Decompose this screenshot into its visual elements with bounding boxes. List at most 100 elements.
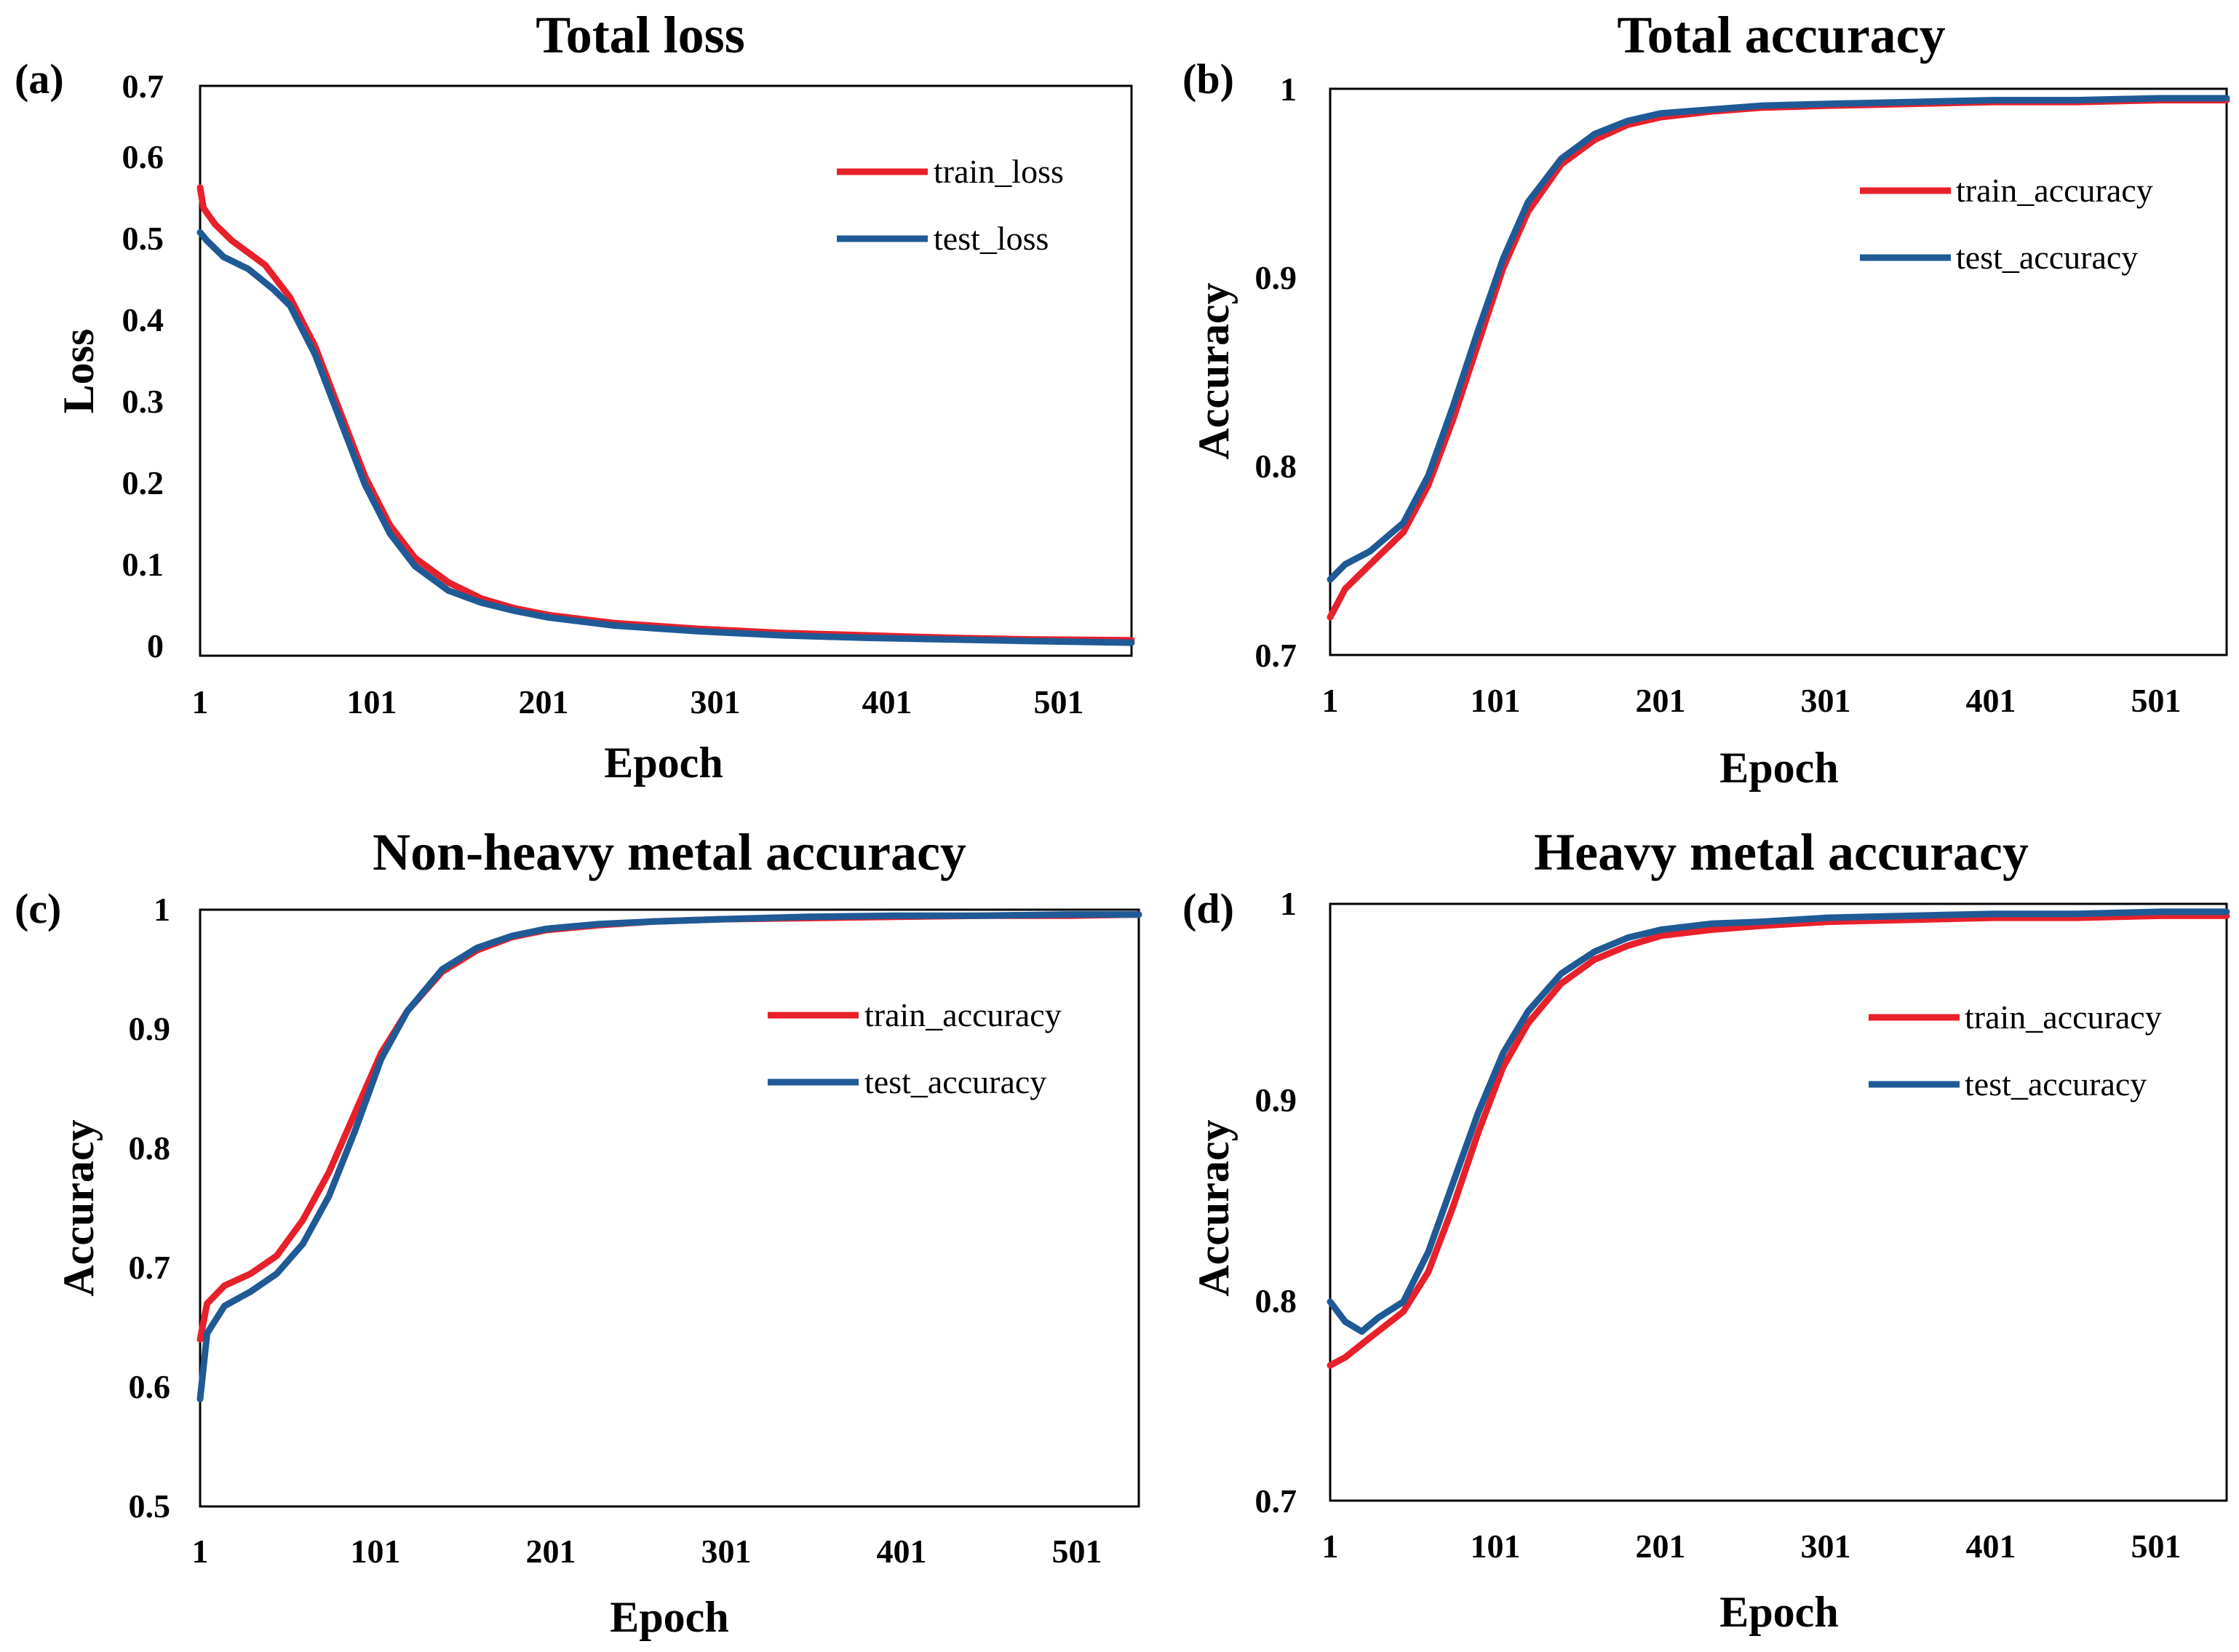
panel-d-x-tick-label: 401 bbox=[1966, 1528, 2016, 1565]
panel-c-title: Non-heavy metal accuracy bbox=[373, 823, 966, 881]
panel-c-y-ticks: 0.5 0.6 0.7 0.8 0.9 1 bbox=[129, 891, 171, 1525]
panel-d-legend: train_accuracy test_accuracy bbox=[1869, 998, 2162, 1103]
panel-d-y-tick-label: 0.9 bbox=[1255, 1081, 1297, 1119]
panel-a-x-tick-label: 101 bbox=[347, 683, 397, 720]
panel-b-title: Total accuracy bbox=[1617, 6, 1945, 64]
panel-c-series-group bbox=[196, 911, 1142, 1402]
panel-c-x-axis-title: Epoch bbox=[610, 1593, 728, 1641]
panel-a: Total loss (a) 0 0.1 0.2 0.3 0.4 0.5 0.6… bbox=[15, 6, 1135, 787]
panel-b: Total accuracy (b) 0.7 0.8 0.9 1 1 101 2… bbox=[1182, 6, 2230, 792]
panel-b-y-tick-label: 1 bbox=[1280, 71, 1297, 108]
panel-a-y-ticks: 0 0.1 0.2 0.3 0.4 0.5 0.6 0.7 bbox=[122, 68, 164, 664]
legend-label-test: test_loss bbox=[934, 220, 1049, 257]
panel-a-series-group bbox=[196, 184, 1135, 646]
panel-d-y-tick-label: 0.7 bbox=[1255, 1482, 1297, 1520]
panel-b-y-tick-label: 0.9 bbox=[1255, 259, 1297, 296]
panel-d-y-ticks: 0.7 0.8 0.9 1 bbox=[1255, 885, 1297, 1520]
panel-b-plot-frame bbox=[1329, 87, 2228, 656]
panel-c-x-tick-label: 301 bbox=[701, 1533, 752, 1570]
panel-c-plot-frame bbox=[199, 908, 1140, 1508]
panel-c-x-tick-label: 1 bbox=[192, 1533, 209, 1570]
panel-c-y-tick-label: 0.6 bbox=[129, 1368, 171, 1405]
panel-a-x-tick-label: 1 bbox=[192, 683, 209, 720]
panel-d-title: Heavy metal accuracy bbox=[1534, 823, 2029, 881]
panel-c-y-axis-title: Accuracy bbox=[55, 1119, 103, 1296]
series-line-test_accuracy bbox=[1327, 95, 2230, 583]
panel-b-y-tick-label: 0.8 bbox=[1255, 448, 1297, 485]
panel-c-x-ticks: 1 101 201 301 401 501 bbox=[192, 1533, 1102, 1570]
panel-c-y-tick-label: 0.8 bbox=[129, 1129, 171, 1167]
panel-c-legend: train_accuracy test_accuracy bbox=[768, 996, 1062, 1100]
legend-label-train: train_accuracy bbox=[864, 996, 1062, 1033]
legend-label-test: test_accuracy bbox=[864, 1063, 1046, 1100]
panel-d-y-axis-title: Accuracy bbox=[1190, 1119, 1238, 1296]
panel-c-x-tick-label: 201 bbox=[526, 1533, 576, 1570]
panel-a-x-tick-label: 301 bbox=[691, 683, 741, 720]
panel-a-y-tick-label: 0 bbox=[147, 627, 164, 664]
panel-d-x-tick-label: 101 bbox=[1471, 1528, 1521, 1565]
legend-label-test: test_accuracy bbox=[1965, 1065, 2147, 1103]
panel-a-y-tick-label: 0.5 bbox=[122, 220, 164, 257]
panel-d-x-tick-label: 501 bbox=[2131, 1528, 2182, 1565]
legend-label-train: train_accuracy bbox=[1956, 172, 2153, 209]
panel-b-x-tick-label: 1 bbox=[1322, 682, 1339, 719]
panel-a-x-ticks: 1 101 201 301 401 501 bbox=[192, 683, 1084, 720]
panel-a-x-tick-label: 201 bbox=[519, 683, 569, 720]
panel-a-x-tick-label: 501 bbox=[1034, 683, 1084, 720]
panel-b-y-tick-label: 0.7 bbox=[1255, 637, 1297, 674]
panel-b-y-ticks: 0.7 0.8 0.9 1 bbox=[1255, 71, 1297, 674]
panel-a-y-tick-label: 0.7 bbox=[122, 68, 164, 105]
legend-label-test: test_accuracy bbox=[1956, 239, 2138, 276]
panel-a-y-tick-label: 0.3 bbox=[122, 383, 164, 420]
panel-b-x-tick-label: 401 bbox=[1966, 682, 2016, 719]
series-line-train_accuracy bbox=[1327, 912, 2230, 1369]
panel-b-x-ticks: 1 101 201 301 401 501 bbox=[1322, 682, 2182, 719]
panel-b-x-tick-label: 501 bbox=[2131, 682, 2182, 719]
series-line-test_accuracy bbox=[1327, 908, 2230, 1335]
panel-d-x-tick-label: 1 bbox=[1322, 1528, 1339, 1565]
panel-b-x-tick-label: 301 bbox=[1801, 682, 1851, 719]
panel-d-x-axis-title: Epoch bbox=[1719, 1588, 1838, 1636]
panel-c-y-tick-label: 0.5 bbox=[129, 1488, 171, 1525]
panel-b-label: (b) bbox=[1182, 55, 1234, 103]
panel-a-legend: train_loss test_loss bbox=[837, 153, 1064, 257]
panel-c: Non-heavy metal accuracy (c) 0.5 0.6 0.7… bbox=[15, 823, 1142, 1641]
panel-c-x-tick-label: 501 bbox=[1052, 1533, 1102, 1570]
panel-a-x-tick-label: 401 bbox=[862, 683, 912, 720]
panel-b-legend: train_accuracy test_accuracy bbox=[1860, 172, 2153, 276]
panel-a-y-tick-label: 0.1 bbox=[122, 546, 164, 583]
panel-b-x-tick-label: 201 bbox=[1636, 682, 1686, 719]
panel-a-y-tick-label: 0.2 bbox=[122, 464, 164, 501]
legend-label-train: train_accuracy bbox=[1965, 998, 2162, 1036]
panel-b-y-axis-title: Accuracy bbox=[1190, 282, 1238, 459]
panel-a-y-tick-label: 0.4 bbox=[122, 301, 164, 338]
panel-b-series-group bbox=[1327, 95, 2230, 621]
panel-d-y-tick-label: 1 bbox=[1280, 885, 1297, 922]
panel-a-y-axis-title: Loss bbox=[55, 329, 103, 414]
panel-c-y-tick-label: 0.7 bbox=[129, 1249, 171, 1286]
panel-a-plot-frame bbox=[199, 84, 1133, 657]
panel-a-y-tick-label: 0.6 bbox=[122, 138, 164, 175]
panel-d-x-tick-label: 301 bbox=[1801, 1528, 1851, 1565]
panel-b-x-tick-label: 101 bbox=[1471, 682, 1521, 719]
panel-d: Heavy metal accuracy (d) 0.7 0.8 0.9 1 1… bbox=[1182, 823, 2230, 1636]
series-line-test_accuracy bbox=[196, 911, 1142, 1402]
panel-d-x-tick-label: 201 bbox=[1636, 1528, 1686, 1565]
panel-a-title: Total loss bbox=[536, 6, 744, 64]
panel-d-plot-frame bbox=[1329, 902, 2228, 1502]
panel-c-y-tick-label: 0.9 bbox=[129, 1010, 171, 1047]
panel-d-y-tick-label: 0.8 bbox=[1255, 1282, 1297, 1319]
panel-a-x-axis-title: Epoch bbox=[604, 739, 723, 787]
legend-label-train: train_loss bbox=[934, 153, 1064, 190]
panel-b-x-axis-title: Epoch bbox=[1719, 744, 1838, 792]
panel-c-y-tick-label: 1 bbox=[154, 891, 170, 928]
series-line-test_loss bbox=[196, 229, 1135, 646]
panel-d-series-group bbox=[1327, 908, 2230, 1369]
panel-d-label: (d) bbox=[1182, 885, 1234, 932]
panel-c-x-tick-label: 401 bbox=[877, 1533, 927, 1570]
panel-c-label: (c) bbox=[15, 885, 61, 932]
panel-d-x-ticks: 1 101 201 301 401 501 bbox=[1322, 1528, 2182, 1565]
panel-a-label: (a) bbox=[15, 55, 64, 103]
